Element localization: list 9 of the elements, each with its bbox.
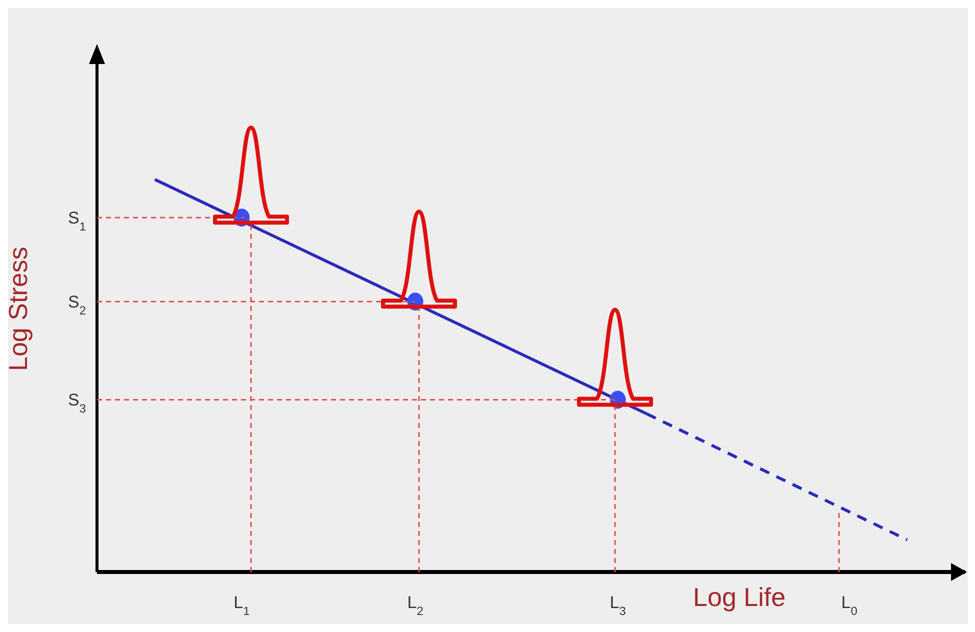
x-tick-label: L$_{3}$ <box>610 593 626 618</box>
x-tick-label: L$_{0}$ <box>841 593 858 618</box>
x-axis-title: Log Life <box>693 582 786 612</box>
x-tick-label: L$_{1}$ <box>234 593 250 618</box>
text: S$_{2}$ <box>68 292 86 318</box>
y-axis-title: Log Stress <box>3 246 34 371</box>
text: S$_{3}$ <box>68 390 86 416</box>
x-tick-label: L$_{2}$ <box>407 593 424 618</box>
text: S$_{1}$ <box>68 208 86 234</box>
